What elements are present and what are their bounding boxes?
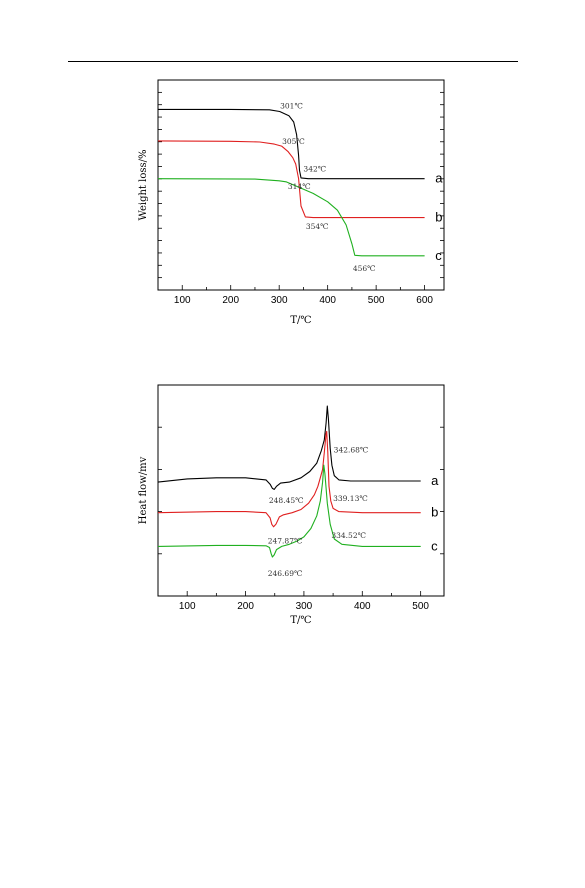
temperature-annotation: 314℃ [288,182,311,191]
x-tick-label: 500 [412,601,429,612]
curve-label-b: b [431,505,438,520]
x-tick-label: 100 [174,295,191,306]
curve-label-group: a b c [431,473,439,553]
curve-label-group: a b c [435,171,443,263]
series-group [157,405,421,558]
x-tick-label: 400 [319,295,336,306]
series-line-c [157,464,421,558]
x-tick-label: 500 [368,295,385,306]
curve-label-c: c [435,248,442,263]
temperature-annotation: 342℃ [303,164,326,173]
curve-label-a: a [431,473,439,488]
x-axis-ticks: 100 200 300 400 500 [179,591,429,612]
x-tick-label: 200 [237,601,254,612]
temperature-annotation: 248.45℃ [269,496,304,505]
y-axis-label: Heat flow/mv [138,456,149,524]
x-tick-label: 100 [179,601,196,612]
tga-chart: 100 200 300 400 500 600 301℃ 305℃ 342℃ 314℃ 354℃ 4… [138,79,445,326]
temperature-annotation: 339.13℃ [333,494,368,503]
series-line-a [158,108,425,180]
x-axis-label: T/℃ [290,615,311,626]
series-line-b [157,430,421,528]
temperature-annotation: 305℃ [282,137,305,146]
x-tick-label: 300 [296,601,313,612]
y-axis-ticks [158,426,444,555]
series-line-a [157,405,421,490]
annotation-group: 301℃ 305℃ 342℃ 314℃ 354℃ 456℃ [280,101,375,273]
x-tick-label: 400 [354,601,371,612]
x-tick-label: 300 [271,295,288,306]
temperature-annotation: 246.69℃ [268,569,303,578]
dsc-chart: 100 200 300 400 500 342.68℃ 248.45℃ 339.13℃ 247… [138,384,445,626]
x-axis-ticks: 100 200 300 400 500 600 [174,285,433,306]
curve-label-b: b [435,210,442,225]
temperature-annotation: 354℃ [306,222,329,231]
temperature-annotation: 342.68℃ [334,446,369,455]
x-tick-label: 200 [222,295,239,306]
temperature-annotation: 334.52℃ [331,531,366,540]
series-line-c [157,178,425,257]
temperature-annotation: 301℃ [280,101,303,110]
curve-label-a: a [435,171,443,186]
x-axis-label: T/℃ [290,315,311,326]
plot-frame [157,79,445,291]
curve-label-c: c [431,538,438,553]
x-tick-label: 600 [416,295,433,306]
plot-frame [157,384,445,597]
page-header-rule [68,61,518,62]
temperature-annotation: 456℃ [353,264,376,273]
annotation-group: 342.68℃ 248.45℃ 339.13℃ 247.87℃ 334.52℃ 246.6… [268,446,369,578]
temperature-annotation: 247.87℃ [268,536,303,545]
y-axis-label: Weight loss/% [138,150,149,221]
series-line-b [157,140,425,219]
series-group [157,108,425,257]
